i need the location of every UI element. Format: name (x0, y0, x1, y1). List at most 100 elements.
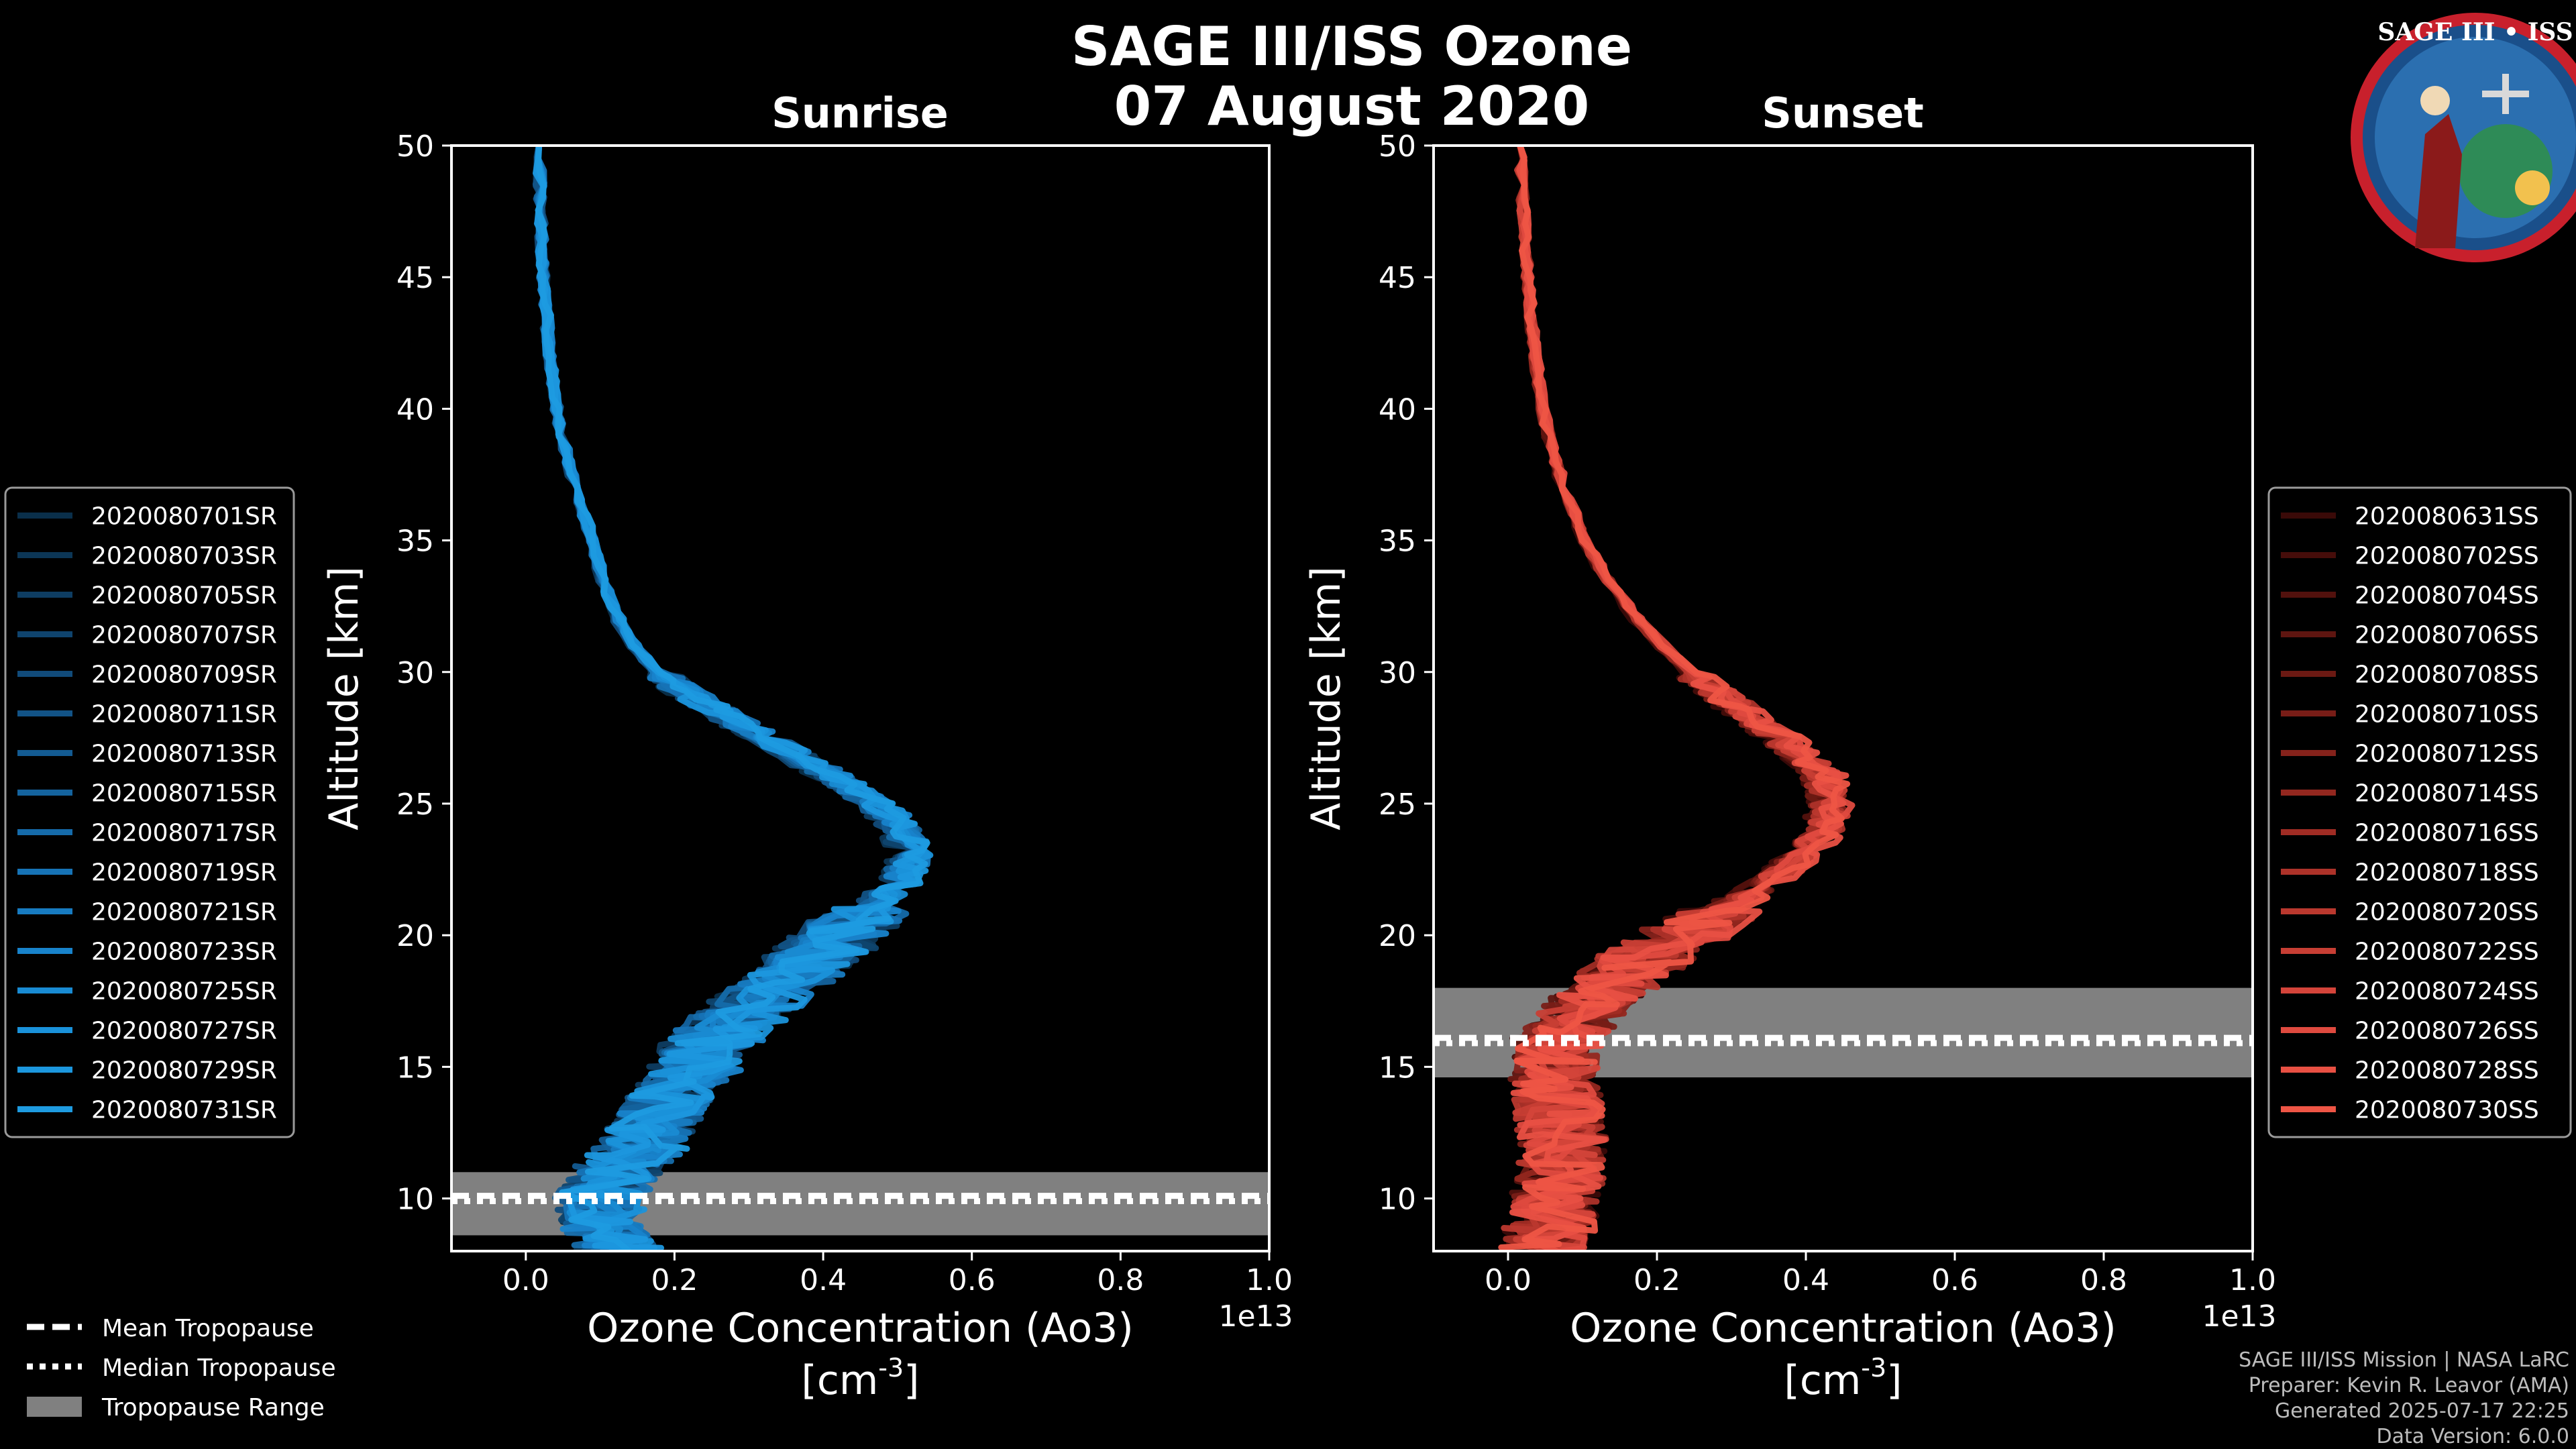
legend-label: 2020080713SR (91, 741, 277, 768)
footer: SAGE III/ISS Mission | NASA LaRC Prepare… (2239, 1348, 2569, 1448)
footer-generated: Generated 2025-07-17 22:25 (2275, 1399, 2569, 1423)
footer-preparer: Preparer: Kevin R. Leavor (AMA) (2249, 1374, 2569, 1397)
legend-label: 2020080712SS (2355, 741, 2539, 768)
x-axis-label: Ozone Concentration (Ao3) (1570, 1305, 2116, 1352)
profile-line-2020080717SR (534, 146, 922, 1251)
tropopause-range-label: Tropopause Range (101, 1394, 325, 1421)
legend-label: 2020080704SS (2355, 582, 2539, 610)
legend-label: 2020080719SR (91, 859, 277, 887)
x-tick-label: 0.4 (800, 1263, 847, 1297)
x-scale-label: 1e13 (2202, 1299, 2276, 1334)
legend-label: 2020080718SS (2355, 859, 2539, 887)
profile-line-2020080721SR (535, 146, 931, 1251)
legend-label: 2020080723SR (91, 938, 277, 966)
y-tick-label: 45 (1379, 261, 1416, 295)
footer-version: Data Version: 6.0.0 (2377, 1425, 2569, 1448)
legend-label: 2020080728SS (2355, 1057, 2539, 1085)
mean-tropopause-label: Mean Tropopause (102, 1315, 314, 1342)
x-axis-units: [cm-3] (801, 1353, 919, 1404)
y-tick-label: 20 (1379, 919, 1416, 953)
legend-label: 2020080705SR (91, 582, 277, 610)
y-tick-label: 40 (1379, 392, 1416, 427)
y-tick-label: 35 (396, 525, 434, 559)
profile-line-2020080715SR (533, 146, 929, 1251)
median-tropopause-label: Median Tropopause (102, 1354, 336, 1382)
x-scale-label: 1e13 (1218, 1299, 1293, 1334)
footer-mission: SAGE III/ISS Mission | NASA LaRC (2239, 1348, 2569, 1372)
profile-line-2020080707SR (533, 146, 920, 1251)
x-tick-label: 0.2 (651, 1263, 698, 1297)
y-tick-label: 50 (1379, 129, 1416, 164)
legend-frame (4, 486, 295, 1138)
legend-label: 2020080703SR (91, 543, 277, 570)
y-tick-label: 30 (1379, 656, 1416, 690)
legend-label: 2020080711SR (91, 701, 277, 729)
plot-frame (450, 144, 1271, 1252)
profile-line-2020080728SS (1509, 146, 1849, 1251)
legend-label: 2020080702SS (2355, 543, 2539, 570)
figure-date: 07 August 2020 (1114, 75, 1590, 138)
y-tick-label: 10 (396, 1183, 434, 1217)
legend-label: 2020080720SS (2355, 899, 2539, 926)
plot-area (451, 146, 1269, 1251)
profile-line-2020080729SR (533, 146, 929, 1251)
legend-label: 2020080706SS (2355, 622, 2539, 649)
y-tick-label: 20 (396, 919, 434, 953)
y-axis-label: Altitude [km] (321, 566, 368, 830)
legend-label: 2020080710SS (2355, 701, 2539, 729)
y-tick-label: 45 (396, 261, 434, 295)
legend-label: 2020080716SS (2355, 820, 2539, 847)
profile-line-2020080701SR (533, 146, 919, 1251)
legend-label: 2020080727SR (91, 1018, 277, 1045)
legend-label: 2020080724SS (2355, 978, 2539, 1006)
profile-line-2020080711SR (532, 146, 927, 1251)
tropopause-legend: Mean Tropopause Median Tropopause Tropop… (27, 1315, 336, 1421)
legend-label: 2020080725SR (91, 978, 277, 1006)
y-tick-label: 40 (396, 392, 434, 427)
sunset-legend: 2020080631SS 2020080702SS 2020080704SS 2020… (2267, 486, 2572, 1138)
panel-title: Sunrise (771, 89, 949, 138)
x-tick-label: 1.0 (1246, 1263, 1293, 1297)
y-tick-label: 25 (1379, 788, 1416, 822)
profile-line-2020080709SR (533, 146, 926, 1251)
legend-label: 2020080708SS (2355, 661, 2539, 689)
y-tick-label: 15 (1379, 1051, 1416, 1085)
y-tick-label: 25 (396, 788, 434, 822)
legend-label: 2020080717SR (91, 820, 277, 847)
sunset-panel: 0.0 0.2 0.4 0.6 0.8 1.0 10 15 20 25 30 35 40 45 50 1e13… (1303, 89, 2277, 1404)
profile-line-2020080703SR (533, 146, 924, 1251)
x-tick-label: 0.0 (1485, 1263, 1532, 1297)
legend-label: 2020080715SR (91, 780, 277, 808)
x-axis-units: [cm-3] (1784, 1353, 1902, 1404)
x-tick-label: 0.2 (1633, 1263, 1680, 1297)
x-tick-label: 1.0 (2229, 1263, 2276, 1297)
figure-title: SAGE III/ISS Ozone (1071, 15, 1632, 78)
profile-line-2020080723SR (535, 146, 929, 1251)
x-tick-label: 0.4 (1782, 1263, 1829, 1297)
profile-line-2020080731SR (535, 146, 930, 1251)
legend-label: 2020080722SS (2355, 938, 2539, 966)
plot-area (1434, 146, 2253, 1251)
legend-label: 2020080707SR (91, 622, 277, 649)
astronomer-icon (2415, 114, 2462, 248)
y-tick-label: 30 (396, 656, 434, 690)
panel-title: Sunset (1762, 89, 1924, 138)
y-tick-label: 15 (396, 1051, 434, 1085)
y-tick-label: 10 (1379, 1183, 1416, 1217)
legend-label: 2020080721SR (91, 899, 277, 926)
tropopause-range-swatch (27, 1397, 82, 1417)
y-tick-label: 35 (1379, 525, 1416, 559)
profile-line-2020080730SS (1498, 146, 1851, 1250)
sage-logo: SAGE III • ISS (2351, 13, 2576, 262)
legend-label: 2020080709SR (91, 661, 277, 689)
y-tick-label: 50 (396, 129, 434, 164)
x-axis-label: Ozone Concentration (Ao3) (587, 1305, 1134, 1352)
legend-label: 2020080726SS (2355, 1018, 2539, 1045)
legend-label: 2020080714SS (2355, 780, 2539, 808)
legend-label: 2020080631SS (2355, 503, 2539, 531)
profile-line-2020080713SR (533, 146, 925, 1251)
profile-line-2020080727SR (535, 146, 934, 1251)
x-tick-label: 0.8 (2080, 1263, 2127, 1297)
legend-label: 2020080731SR (91, 1097, 277, 1124)
legend-label: 2020080701SR (91, 503, 277, 531)
